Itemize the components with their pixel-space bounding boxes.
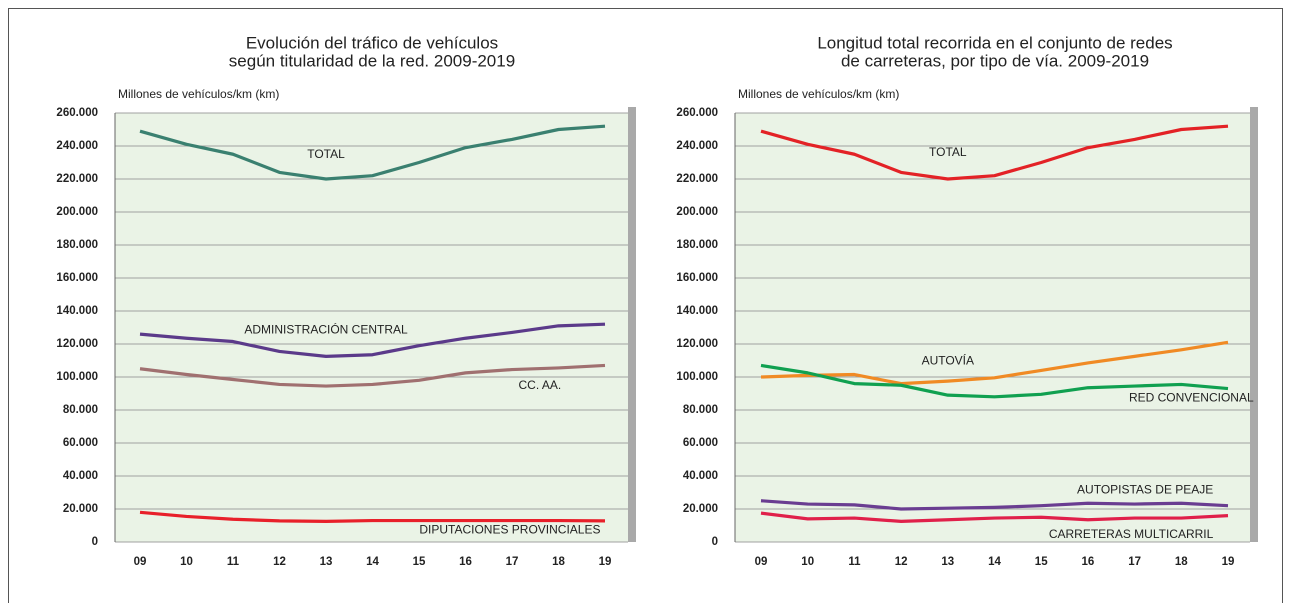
x-tick-label: 17: [506, 556, 519, 568]
x-tick-label: 14: [366, 556, 379, 568]
series-label: DIPUTACIONES PROVINCIALES: [419, 523, 600, 537]
chart-title: según titularidad de la red. 2009-2019: [229, 51, 515, 70]
series-line: [760, 363, 1229, 399]
x-tick-label: 16: [459, 556, 472, 568]
series-label: ADMINISTRACIÓN CENTRAL: [244, 322, 408, 337]
series-line: [760, 511, 1229, 523]
series-line: [139, 124, 606, 181]
series-line: [139, 322, 606, 358]
series-line: [139, 510, 606, 523]
y-tick-label: 160.000: [56, 272, 98, 284]
y-tick-label: 160.000: [676, 272, 718, 284]
y-tick-label: 220.000: [676, 173, 718, 185]
y-tick-label: 60.000: [63, 437, 98, 449]
series-label: TOTAL: [929, 145, 967, 159]
y-tick-label: 200.000: [56, 206, 98, 218]
y-tick-label: 100.000: [56, 371, 98, 383]
x-tick-label: 16: [1082, 556, 1095, 568]
plot-shadow: [628, 107, 636, 542]
series-label: CC. AA.: [519, 378, 562, 392]
y-tick-label: 240.000: [56, 140, 98, 152]
series-line: [760, 124, 1229, 181]
x-tick-label: 13: [320, 556, 333, 568]
x-tick-label: 15: [413, 556, 426, 568]
frame: [8, 8, 1283, 603]
y-tick-label: 240.000: [676, 140, 718, 152]
series-label: AUTOPISTAS DE PEAJE: [1077, 482, 1213, 496]
y-tick-label: 40.000: [63, 470, 98, 482]
y-tick-label: 200.000: [676, 206, 718, 218]
chart-title: Longitud total recorrida en el conjunto …: [817, 33, 1172, 52]
y-tick-label: 20.000: [683, 503, 718, 515]
x-tick-label: 09: [755, 556, 768, 568]
y-tick-label: 260.000: [56, 107, 98, 119]
x-tick-label: 12: [273, 556, 286, 568]
plot-area: [735, 113, 1250, 542]
y-tick-label: 20.000: [63, 503, 98, 515]
y-tick-label: 40.000: [683, 470, 718, 482]
x-tick-label: 18: [552, 556, 565, 568]
x-tick-label: 14: [988, 556, 1001, 568]
x-tick-label: 11: [227, 556, 240, 568]
x-tick-label: 12: [895, 556, 908, 568]
y-tick-label: 80.000: [63, 404, 98, 416]
series-label: AUTOVÍA: [922, 352, 974, 367]
y-tick-label: 0: [92, 536, 98, 548]
series-line: [139, 363, 606, 388]
x-tick-label: 13: [941, 556, 954, 568]
x-tick-label: 10: [801, 556, 814, 568]
y-tick-label: 180.000: [56, 239, 98, 251]
x-tick-label: 19: [599, 556, 612, 568]
y-tick-label: 140.000: [56, 305, 98, 317]
y-axis-label: Millones de vehículos/km (km): [738, 87, 899, 101]
x-tick-label: 15: [1035, 556, 1048, 568]
y-tick-label: 120.000: [676, 338, 718, 350]
chart-title: de carreteras, por tipo de vía. 2009-201…: [841, 51, 1149, 70]
y-tick-label: 220.000: [56, 173, 98, 185]
series-label: RED CONVENCIONAL: [1129, 391, 1254, 405]
series-line: [760, 499, 1229, 511]
y-tick-label: 100.000: [676, 371, 718, 383]
y-tick-label: 0: [712, 536, 718, 548]
x-tick-label: 10: [180, 556, 193, 568]
y-tick-label: 80.000: [683, 404, 718, 416]
chart-title: Evolución del tráfico de vehículos: [246, 33, 498, 52]
y-tick-label: 260.000: [676, 107, 718, 119]
y-tick-label: 180.000: [676, 239, 718, 251]
y-tick-label: 60.000: [683, 437, 718, 449]
series-label: TOTAL: [307, 147, 345, 161]
series-label: CARRETERAS MULTICARRIL: [1049, 527, 1214, 541]
x-tick-label: 17: [1128, 556, 1141, 568]
y-tick-label: 120.000: [56, 338, 98, 350]
x-tick-label: 11: [848, 556, 861, 568]
plot-shadow: [1250, 107, 1258, 542]
x-tick-label: 18: [1175, 556, 1188, 568]
x-tick-label: 09: [134, 556, 147, 568]
x-tick-label: 19: [1222, 556, 1235, 568]
y-axis-label: Millones de vehículos/km (km): [118, 87, 279, 101]
y-tick-label: 140.000: [676, 305, 718, 317]
series-line: [760, 340, 1229, 386]
